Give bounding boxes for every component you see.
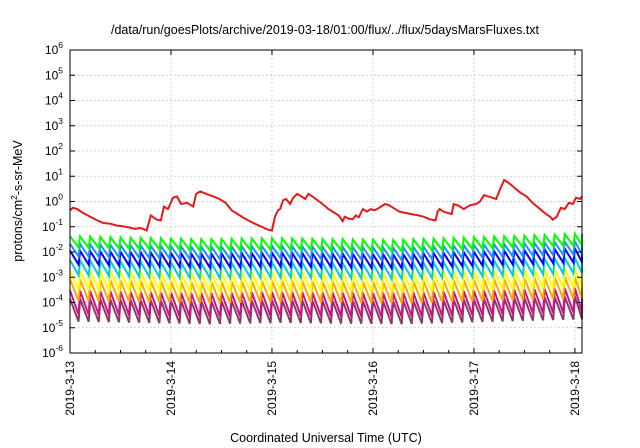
- flux-series-line: [69, 238, 583, 263]
- x-tick-label: 2019-3-16: [366, 361, 380, 416]
- x-axis-label: Coordinated Universal Time (UTC): [230, 431, 422, 445]
- flux-series-line: [69, 296, 583, 325]
- x-tick-label: 2019-3-14: [164, 361, 178, 416]
- y-tick-label: 106: [45, 40, 63, 57]
- y-tick-label: 10-4: [42, 293, 63, 310]
- y-tick-label: 101: [45, 166, 63, 183]
- y-tick-label: 102: [45, 141, 63, 158]
- flux-series-line: [69, 231, 583, 254]
- y-tick-label: 10-6: [42, 343, 63, 360]
- y-tick-label: 10-1: [42, 217, 63, 234]
- y-axis-label: protons/cm2-s-sr-MeV: [9, 140, 25, 262]
- series-layer: [69, 178, 583, 325]
- flux-series-line: [69, 287, 583, 318]
- flux-series-line: [69, 178, 583, 232]
- x-tick-label: 2019-3-15: [265, 361, 279, 416]
- y-tick-label: 10-3: [42, 267, 63, 284]
- y-axis: 10-6 10-5 10-4 10-3 10-2 10-1 100 101 102 103 104 1…: [42, 40, 582, 360]
- y-tick-label: 105: [45, 65, 63, 82]
- y-tick-label: 10-2: [42, 242, 63, 259]
- flux-series-line: [69, 254, 583, 283]
- flux-series-line: [69, 267, 583, 296]
- y-tick-label: 104: [45, 91, 63, 108]
- flux-series-line: [69, 244, 583, 272]
- y-tick-label: 100: [45, 192, 63, 209]
- chart-title: /data/run/goesPlots/archive/2019-03-18/0…: [111, 23, 540, 37]
- x-tick-label: 2019-3-17: [467, 361, 481, 416]
- flux-series-line: [69, 276, 583, 304]
- y-tick-label: 10-5: [42, 318, 63, 335]
- x-tick-label: 2019-3-18: [568, 361, 582, 416]
- y-tick-label: 103: [45, 116, 63, 133]
- x-tick-label: 2019-3-13: [63, 361, 77, 416]
- x-axis: 2019-3-13 2019-3-14 2019-3-15 2019-3-16 2019…: [63, 50, 582, 416]
